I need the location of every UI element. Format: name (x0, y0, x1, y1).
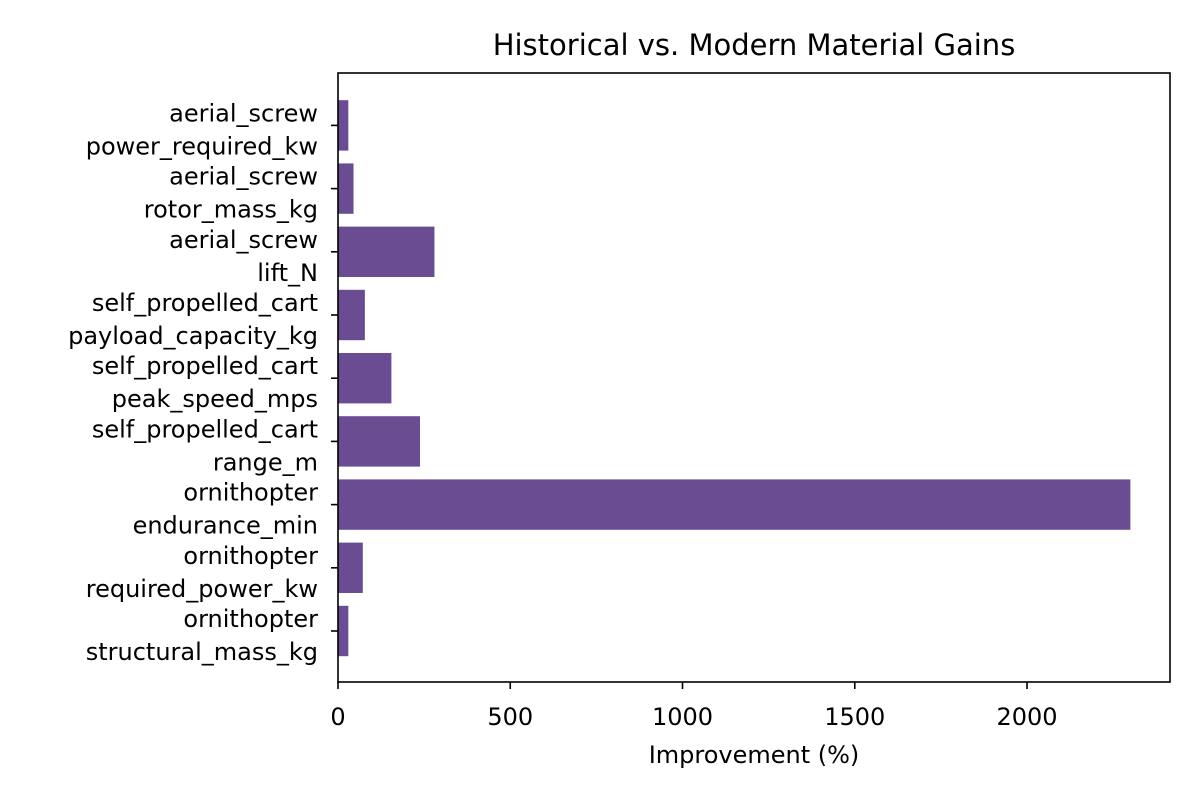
bar (338, 416, 420, 467)
y-tick-label-group: aerial_screw (169, 226, 318, 254)
y-tick-label-group: self_propelled_cart (92, 352, 318, 380)
x-tick-label: 500 (487, 703, 533, 731)
x-tick-label: 1000 (652, 703, 713, 731)
y-tick-label-group: ornithopter (183, 479, 318, 507)
bar (338, 289, 365, 341)
y-tick-label-metric: payload_capacity_kg (68, 322, 318, 350)
y-tick-label-metric: peak_speed_mps (112, 385, 318, 413)
plot-frame (337, 72, 1171, 683)
bar (338, 226, 435, 277)
bar (338, 605, 349, 657)
x-tick-label: 0 (330, 703, 345, 731)
bar (338, 100, 349, 151)
y-tick-label-group: ornithopter (183, 605, 318, 633)
chart-title: Historical vs. Modern Material Gains (493, 28, 1016, 62)
x-tick-label: 1500 (824, 703, 885, 731)
y-tick-label-metric: power_required_kw (86, 132, 318, 160)
y-tick-label-group: self_propelled_cart (92, 415, 318, 443)
y-tick-label-metric: required_power_kw (86, 575, 318, 603)
y-tick-label-metric: structural_mass_kg (86, 638, 318, 666)
bar (338, 479, 1131, 530)
y-tick-label-metric: range_m (213, 448, 318, 476)
bars-group (338, 100, 1131, 657)
y-tick-label-metric: rotor_mass_kg (144, 196, 318, 224)
y-tick-label-group: aerial_screw (169, 163, 318, 191)
y-tick-label-group: aerial_screw (169, 99, 318, 127)
x-axis: 0 500 1000 1500 2000 (330, 682, 1058, 731)
x-axis-label: Improvement (%) (649, 741, 860, 769)
y-tick-label-group: self_propelled_cart (92, 289, 318, 317)
y-tick-label-metric: endurance_min (133, 512, 318, 540)
bar (338, 542, 363, 593)
y-tick-label-group: ornithopter (183, 542, 318, 570)
bar (338, 163, 354, 214)
y-axis: aerial_screw power_required_kw aerial_scre… (68, 99, 338, 666)
y-tick-label-metric: lift_N (257, 259, 318, 287)
bar (338, 353, 392, 404)
x-tick-label: 2000 (996, 703, 1057, 731)
